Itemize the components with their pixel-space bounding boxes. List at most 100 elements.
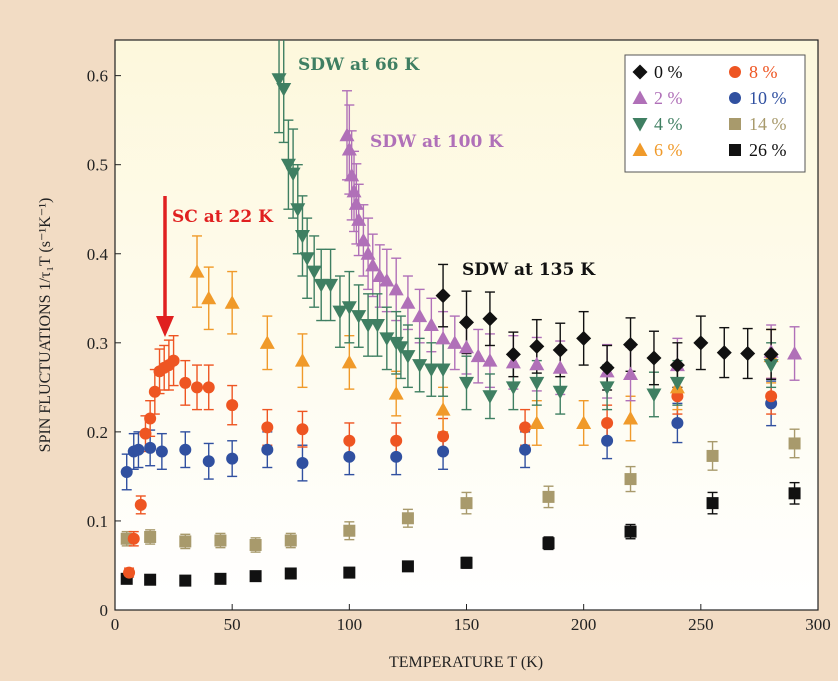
point-4pct	[763, 359, 779, 373]
point-10pct	[202, 455, 215, 468]
data-marks	[120, 73, 803, 587]
point-4pct	[369, 319, 385, 333]
point-2pct	[447, 335, 463, 349]
point-14pct	[249, 538, 262, 551]
point-8pct	[179, 376, 192, 389]
point-4pct	[379, 332, 395, 346]
point-8pct	[139, 427, 152, 440]
point-4pct	[505, 381, 521, 395]
point-0pct	[552, 342, 568, 358]
legend-label: 14 %	[749, 114, 787, 134]
point-2pct	[346, 183, 362, 198]
point-4pct	[294, 229, 310, 244]
point-2pct	[623, 366, 639, 380]
point-2pct	[372, 268, 388, 283]
point-4pct	[276, 82, 292, 97]
point-4pct	[459, 376, 474, 391]
point-14pct	[401, 512, 414, 525]
point-14pct	[542, 490, 555, 503]
legend: 0 % 2 % 4 % 6 % 8 % 10 % 14 % 26 %	[632, 62, 787, 160]
point-0pct	[576, 330, 592, 346]
y-tick-label: 0.6	[87, 67, 108, 86]
point-10pct	[671, 416, 684, 429]
point-0pct	[459, 314, 474, 330]
point-2pct	[348, 196, 364, 210]
point-4pct	[423, 363, 439, 378]
point-10pct	[179, 443, 192, 456]
legend-marker	[729, 66, 741, 78]
point-26pct	[401, 560, 414, 573]
point-14pct	[788, 437, 801, 450]
point-2pct	[360, 246, 376, 260]
legend-marker	[729, 118, 741, 130]
point-14pct	[284, 534, 297, 547]
point-2pct	[529, 356, 545, 371]
annotation-sc-22k: SC at 22 K	[172, 207, 274, 227]
point-14pct	[144, 530, 157, 543]
point-4pct	[306, 265, 322, 280]
point-6pct	[189, 264, 205, 278]
point-4pct	[393, 341, 409, 355]
x-tick-label: 300	[805, 615, 831, 634]
point-2pct	[388, 281, 404, 296]
point-6pct	[224, 295, 240, 309]
point-8pct	[134, 498, 147, 511]
point-0pct	[482, 311, 498, 327]
point-10pct	[261, 443, 274, 456]
point-4pct	[332, 305, 348, 320]
point-0pct	[505, 346, 521, 362]
point-26pct	[706, 497, 719, 510]
point-2pct	[365, 257, 381, 272]
point-14pct	[624, 473, 637, 486]
y-tick-label: 0.5	[87, 156, 108, 175]
point-8pct	[343, 434, 356, 447]
point-10pct	[390, 450, 403, 463]
point-2pct	[412, 308, 428, 323]
legend-label: 26 %	[749, 140, 787, 160]
point-4pct	[280, 158, 296, 173]
y-tick-label: 0.4	[87, 245, 109, 264]
point-0pct	[646, 350, 662, 366]
point-8pct	[148, 385, 161, 398]
point-26pct	[343, 566, 356, 579]
y-axis-label: SPIN FLUCTUATIONS 1/τ₁T (s⁻¹K⁻¹)	[37, 198, 54, 453]
point-4pct	[323, 278, 339, 293]
point-0pct	[529, 338, 545, 354]
annotation-sdw-66k: SDW at 66 K	[298, 55, 420, 75]
legend-label: 8 %	[749, 62, 778, 82]
point-10pct	[343, 450, 356, 463]
legend-label: 10 %	[749, 88, 787, 108]
point-4pct	[599, 381, 615, 395]
point-6pct	[576, 415, 592, 429]
point-10pct	[132, 443, 145, 456]
point-8pct	[261, 421, 274, 434]
legend-label: 6 %	[654, 140, 683, 160]
legend-label: 0 %	[654, 62, 683, 82]
point-8pct	[191, 381, 204, 394]
point-2pct	[423, 317, 439, 331]
point-8pct	[144, 412, 157, 425]
point-26pct	[214, 572, 227, 585]
point-4pct	[351, 310, 367, 324]
point-10pct	[519, 443, 532, 456]
point-8pct	[437, 430, 450, 443]
point-26pct	[144, 573, 157, 586]
point-8pct	[519, 421, 532, 434]
point-10pct	[437, 445, 450, 458]
point-2pct	[459, 339, 474, 354]
point-10pct	[155, 445, 168, 458]
point-2pct	[470, 348, 486, 363]
x-tick-label: 50	[224, 615, 241, 634]
point-4pct	[412, 359, 428, 373]
point-14pct	[343, 524, 356, 537]
point-2pct	[787, 346, 803, 360]
point-2pct	[552, 360, 568, 374]
legend-label: 4 %	[654, 114, 683, 134]
point-26pct	[624, 525, 637, 538]
point-4pct	[290, 203, 306, 217]
point-0pct	[669, 357, 685, 373]
point-6pct	[623, 411, 639, 425]
point-8pct	[390, 434, 403, 447]
point-4pct	[400, 350, 416, 364]
point-4pct	[435, 363, 451, 378]
